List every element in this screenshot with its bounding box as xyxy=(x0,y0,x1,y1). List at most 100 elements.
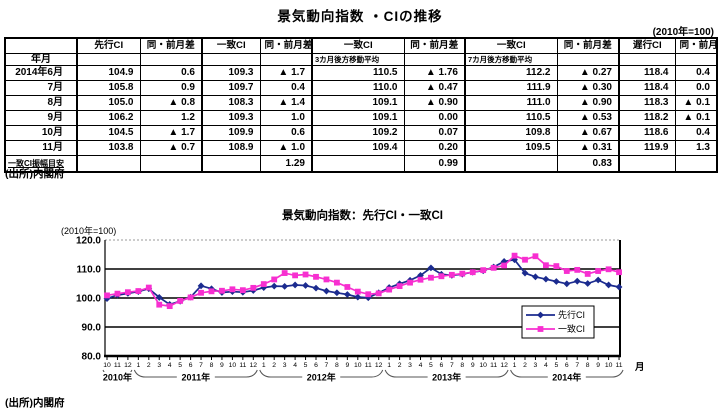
value-cell: 118.4 xyxy=(618,80,676,96)
column-subheader xyxy=(201,53,261,66)
value-cell: 110.0 xyxy=(311,80,405,96)
amplitude-value: 0.99 xyxy=(403,155,466,173)
x-tick-label: 6 xyxy=(314,362,318,369)
x-tick-label: 12 xyxy=(124,362,132,369)
value-cell: 118.3 xyxy=(618,95,676,111)
x-tick-label: 9 xyxy=(596,362,600,369)
value-cell: ▲ 1.76 xyxy=(403,65,466,81)
yearmonth-header: 年月 xyxy=(4,53,78,66)
value-cell: 108.3 xyxy=(201,95,261,111)
square-marker xyxy=(125,289,131,296)
value-cell: 111.9 xyxy=(464,80,558,96)
x-tick-label: 10 xyxy=(479,362,487,369)
square-marker xyxy=(281,270,288,276)
square-marker xyxy=(177,298,184,304)
year-label: 2011年 xyxy=(182,372,211,383)
diamond-marker xyxy=(532,273,539,281)
x-tick-label: 5 xyxy=(429,362,433,369)
row-label: 8月 xyxy=(4,95,78,111)
y-tick-label: 100.0 xyxy=(76,294,101,305)
square-marker xyxy=(260,281,267,287)
square-marker xyxy=(375,290,382,297)
amplitude-value xyxy=(464,155,558,173)
row-label: 2014年6月 xyxy=(4,65,78,81)
column-header: 一致CI xyxy=(311,37,405,54)
x-tick-label: 11 xyxy=(365,362,372,369)
square-marker xyxy=(344,284,351,290)
diamond-marker xyxy=(542,275,550,283)
square-marker xyxy=(135,288,142,294)
column-subheader xyxy=(139,53,203,66)
ci-line-chart: 景気動向指数：先行CI・一致CI (2010年=100) 120.0 110.0 100… xyxy=(57,204,717,394)
square-marker xyxy=(448,271,455,278)
value-cell: ▲ 0.90 xyxy=(403,95,466,111)
square-marker xyxy=(417,276,424,283)
amplitude-value xyxy=(201,155,261,173)
x-tick-label: 10 xyxy=(605,362,613,369)
square-marker xyxy=(365,291,372,298)
amplitude-value xyxy=(139,155,203,173)
page-title: 景気動向指数 ・CIの推移 xyxy=(277,9,443,24)
diamond-marker xyxy=(573,277,581,285)
square-marker xyxy=(166,303,173,310)
square-marker xyxy=(250,284,257,291)
value-cell: 0.4 xyxy=(674,65,718,81)
diamond-marker xyxy=(584,280,592,287)
year-label-bg xyxy=(302,372,341,382)
x-tick-label: 8 xyxy=(460,362,464,369)
amplitude-row: 一致CI振幅目安 1.29 0.99 0.83 xyxy=(4,155,718,173)
square-marker xyxy=(229,286,236,293)
x-tick-label: 12 xyxy=(250,362,258,369)
value-cell: 104.5 xyxy=(76,125,141,141)
value-cell: 106.2 xyxy=(76,110,141,126)
x-tick-label: 11 xyxy=(616,362,623,369)
x-tick-label: 11 xyxy=(114,362,121,369)
square-marker xyxy=(334,279,340,286)
chart-unit-note: (2010年=100) xyxy=(61,225,116,236)
square-marker xyxy=(145,284,152,291)
diamond-marker xyxy=(312,284,320,292)
square-marker xyxy=(501,262,507,269)
column-subheader xyxy=(76,53,141,66)
value-cell: 0.20 xyxy=(403,140,466,156)
square-marker xyxy=(428,274,434,281)
value-cell: ▲ 1.4 xyxy=(259,95,313,111)
square-marker xyxy=(323,276,330,283)
x-tick-label: 7 xyxy=(575,362,579,369)
x-tick-label: 6 xyxy=(189,362,193,369)
value-cell: 110.5 xyxy=(464,110,558,126)
value-cell: ▲ 1.7 xyxy=(139,125,203,141)
ci-table: 先行CI 同・前月差 一致CI 同・前月差 一致CI 同・前月差 一致CI 同・前月差 遅行CI… xyxy=(4,37,718,173)
square-marker xyxy=(480,267,487,274)
x-tick-label: 9 xyxy=(220,362,224,369)
value-cell: 105.0 xyxy=(76,95,141,111)
x-tick-label: 12 xyxy=(375,362,383,369)
value-cell: 109.1 xyxy=(311,95,405,111)
value-cell: ▲ 0.8 xyxy=(139,95,203,111)
amplitude-value: 1.29 xyxy=(259,155,313,173)
square-marker xyxy=(438,273,445,280)
year-label-bg xyxy=(176,372,215,382)
square-marker xyxy=(574,266,581,273)
value-cell: ▲ 0.67 xyxy=(556,125,620,141)
x-tick-label: 2 xyxy=(398,362,402,369)
value-cell: 109.9 xyxy=(201,125,261,141)
column-header: 同・前月差 xyxy=(674,37,718,54)
column-subheader xyxy=(403,53,466,66)
table-row: 7月 105.8 0.9 109.7 0.4 110.0 ▲ 0.47 111.9 ▲ 0.30… xyxy=(4,80,718,96)
square-marker xyxy=(563,268,570,274)
legend-label: 先行CI xyxy=(558,309,585,320)
diamond-marker xyxy=(552,278,560,285)
value-cell: 0.6 xyxy=(259,125,313,141)
x-tick-label: 3 xyxy=(534,362,538,369)
diamond-marker xyxy=(281,283,289,290)
row-label: 9月 xyxy=(4,110,78,126)
x-tick-label: 10 xyxy=(354,362,362,369)
amplitude-value: 0.83 xyxy=(556,155,620,173)
square-marker xyxy=(522,256,528,263)
value-cell: 0.00 xyxy=(403,110,466,126)
diamond-marker xyxy=(605,281,612,289)
value-cell: ▲ 0.27 xyxy=(556,65,620,81)
x-tick-label: 11 xyxy=(490,362,497,369)
row-label: 10月 xyxy=(4,125,78,141)
